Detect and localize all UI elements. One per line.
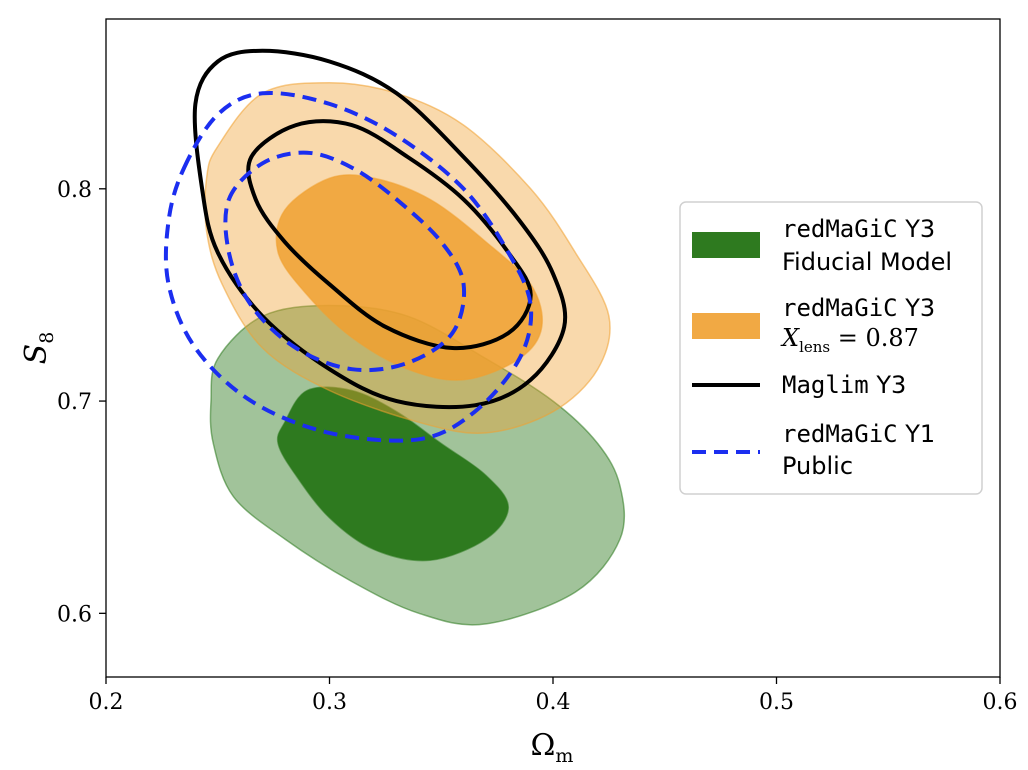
y-tick-label: 0.6 — [57, 602, 92, 627]
contour-orange-68pct — [275, 174, 543, 381]
legend-label-green-line2: Fiducial Model — [782, 248, 952, 276]
x-tick-label: 0.6 — [983, 690, 1018, 715]
y-tick-label: 0.7 — [57, 390, 92, 415]
legend-swatch-green — [692, 232, 760, 258]
contour-green-68pct — [276, 386, 510, 562]
contour-black-68pct — [246, 119, 533, 351]
legend: redMaGiC Y3 Fiducial Model redMaGiC Y3 X… — [679, 201, 983, 495]
axis-ticks: 0.2 0.3 0.4 0.5 0.6 0.6 0.7 0.8 — [57, 178, 1018, 715]
contour-layer — [163, 48, 626, 626]
x-tick-label: 0.3 — [312, 690, 347, 715]
x-axis-label: Ωm — [531, 728, 574, 767]
legend-label-blue-line1: redMaGiC Y1 — [782, 420, 935, 448]
legend-label-blue-line2: Public — [782, 452, 853, 480]
legend-label-green-line1: redMaGiC Y3 — [782, 215, 935, 243]
y-axis-label: S8 — [19, 332, 58, 365]
legend-box — [679, 201, 983, 495]
y-tick-label: 0.8 — [57, 178, 92, 203]
contour-black-95pct — [192, 48, 568, 410]
contour-blue-95pct — [163, 90, 534, 443]
x-tick-label: 0.4 — [536, 690, 571, 715]
legend-label-orange-line1: redMaGiC Y3 — [782, 294, 935, 322]
legend-label-orange-line2: Xlens = 0.87 — [780, 324, 919, 356]
contour-blue-68pct — [223, 150, 467, 373]
legend-swatch-orange — [692, 313, 760, 339]
x-tick-label: 0.2 — [89, 690, 124, 715]
legend-label-black-line1: Maglim Y3 — [782, 371, 906, 399]
x-tick-label: 0.5 — [759, 690, 794, 715]
